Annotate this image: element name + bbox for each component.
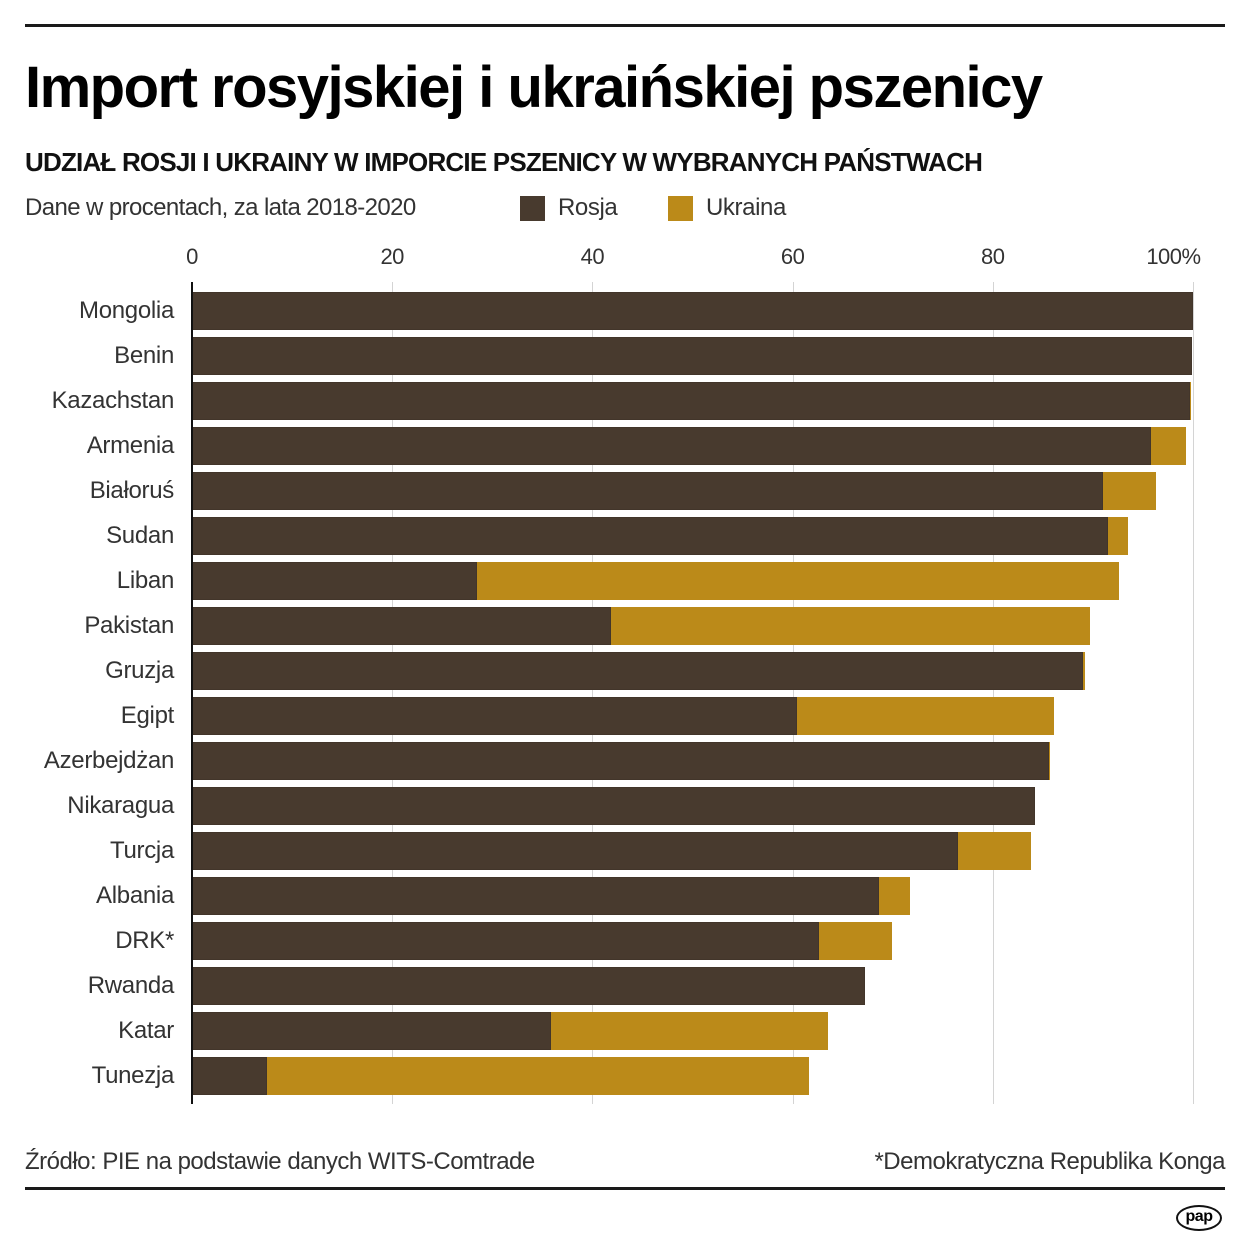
- bar-segment-ukraina: [477, 562, 1119, 600]
- bar-segment-rosja: [192, 562, 478, 600]
- bar-segment-rosja: [192, 697, 797, 735]
- bar-segment-ukraina: [818, 922, 892, 960]
- legend-label-ukraina: Ukraina: [706, 194, 786, 221]
- bar-segment-rosja: [192, 472, 1103, 510]
- bar-segment-rosja: [192, 922, 819, 960]
- x-tick-label: 20: [380, 244, 404, 269]
- category-label: Kazachstan: [51, 387, 175, 414]
- category-label: Białoruś: [89, 477, 175, 504]
- bar-segment-rosja: [192, 427, 1151, 465]
- category-label: Benin: [114, 342, 174, 369]
- bar-segment-ukraina: [1107, 517, 1128, 555]
- pap-logo: pap: [1176, 1205, 1222, 1231]
- category-label: Egipt: [120, 702, 175, 729]
- bar-segment-ukraina: [1189, 382, 1191, 420]
- category-label: Azerbejdżan: [43, 747, 174, 774]
- bar-segment-rosja: [192, 742, 1049, 780]
- category-label: Katar: [118, 1017, 174, 1044]
- bar-segment-ukraina: [551, 1012, 828, 1050]
- bar-segment-rosja: [192, 292, 1193, 330]
- top-rule: [25, 24, 1225, 27]
- category-label: Armenia: [86, 432, 175, 459]
- gridline: [993, 282, 994, 1104]
- gridline: [592, 282, 593, 1104]
- bar-segment-ukraina: [796, 697, 1054, 735]
- legend-swatch-rosja: [520, 195, 545, 221]
- bar-segment-rosja: [192, 337, 1192, 375]
- legend-item-rosja: Rosja: [520, 192, 618, 224]
- source-note: Źródło: PIE na podstawie danych WITS-Com…: [25, 1148, 535, 1175]
- legend-swatch-ukraina: [668, 195, 693, 221]
- chart-subtitle: UDZIAŁ ROSJI I UKRAINY W IMPORCIE PSZENI…: [25, 147, 983, 177]
- bar-segment-ukraina: [1102, 472, 1156, 510]
- bar-segment-ukraina: [878, 877, 910, 915]
- bar-segment-ukraina: [957, 832, 1031, 870]
- bar-segment-rosja: [192, 382, 1190, 420]
- x-tick-label: 100%: [1146, 244, 1201, 269]
- bar-segment-rosja: [192, 517, 1108, 555]
- x-tick-label: 0: [186, 244, 198, 269]
- category-label: Mongolia: [79, 297, 174, 324]
- units-note: Dane w procentach, za lata 2018-2020: [25, 194, 416, 221]
- category-label: Tunezja: [91, 1062, 175, 1089]
- category-label: DRK*: [115, 927, 174, 954]
- bar-segment-ukraina: [1082, 652, 1085, 690]
- x-tick-label: 80: [981, 244, 1005, 269]
- bar-segment-rosja: [192, 832, 958, 870]
- bar-segment-rosja: [192, 877, 879, 915]
- bar-segment-ukraina: [267, 1057, 809, 1095]
- gridline: [1193, 282, 1194, 1104]
- bar-segment-rosja: [192, 787, 1035, 825]
- x-tick-label: 60: [780, 244, 805, 269]
- bar-segment-rosja: [192, 652, 1083, 690]
- bar-segment-rosja: [192, 607, 612, 645]
- category-label: Liban: [116, 567, 175, 594]
- bottom-rule: [25, 1187, 1225, 1190]
- category-label: Turcja: [110, 837, 174, 864]
- y-axis-line: [191, 282, 193, 1104]
- category-label: Rwanda: [87, 972, 175, 999]
- pap-logo-text: pap: [1185, 1208, 1213, 1225]
- chart-title: Import rosyjskiej i ukraińskiej pszenicy: [25, 55, 1043, 120]
- gridline: [793, 282, 794, 1104]
- legend-item-ukraina: Ukraina: [668, 192, 786, 224]
- bar-segment-ukraina: [1048, 742, 1050, 780]
- footnote: *Demokratyczna Republika Konga: [874, 1148, 1225, 1175]
- category-label: Nikaragua: [67, 792, 174, 819]
- category-label: Pakistan: [84, 612, 174, 639]
- bar-segment-ukraina: [611, 607, 1090, 645]
- category-label: Gruzja: [105, 657, 174, 684]
- category-label: Sudan: [106, 522, 174, 549]
- gridline: [392, 282, 393, 1104]
- category-label: Albania: [96, 882, 174, 909]
- bar-segment-rosja: [192, 967, 865, 1005]
- bar-segment-rosja: [192, 1057, 268, 1095]
- bar-segment-rosja: [192, 1012, 552, 1050]
- x-tick-label: 40: [580, 244, 605, 269]
- bar-segment-ukraina: [1150, 427, 1186, 465]
- legend-label-rosja: Rosja: [558, 194, 618, 221]
